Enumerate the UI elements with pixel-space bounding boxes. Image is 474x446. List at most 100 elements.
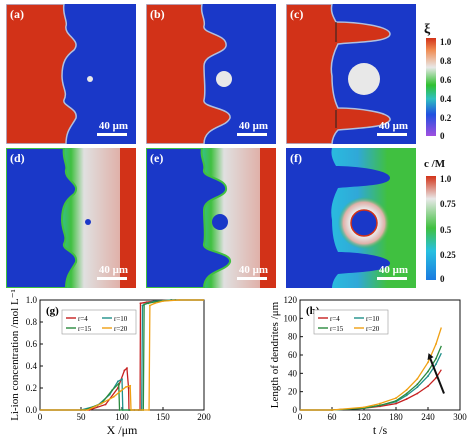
colorbar-c-tick: 0.75 (440, 199, 456, 209)
concentration-image-d (6, 148, 136, 288)
series-point (111, 389, 114, 392)
series-point (435, 357, 437, 360)
colorbar-c-tick: 1.0 (440, 174, 452, 184)
series-point (141, 304, 144, 307)
colorbar-xi-tick: 0.8 (440, 56, 452, 66)
x-tick-label: 50 (77, 412, 87, 422)
series-point (416, 386, 419, 388)
series-point (148, 304, 151, 307)
scale-bar-b (237, 133, 267, 136)
scale-bar-f (377, 277, 407, 280)
series-point (118, 409, 121, 411)
scale-bar-d (97, 277, 127, 280)
colorbar-c-title: c /M (424, 158, 446, 170)
series-point (405, 392, 408, 395)
series-point (435, 343, 437, 345)
series-point (405, 388, 408, 391)
legend-label: r=20 (114, 325, 128, 333)
colorbar-xi: ξ 1.0 0.8 0.6 0.4 0.2 0 (418, 4, 474, 144)
concentration-panel-d: (d) 40 μm (6, 148, 136, 288)
y-tick-label: 0.2 (26, 383, 37, 393)
scale-bar-label-c: 40 μm (378, 120, 408, 132)
x-tick-label: 200 (197, 412, 211, 422)
scale-bar-label-f: 40 μm (378, 264, 408, 276)
colorbar-xi-tick: 0.2 (440, 113, 452, 123)
x-axis-label: t /s (373, 423, 388, 437)
colorbar-xi-tick: 0 (440, 131, 445, 141)
trend-arrow-head (427, 353, 434, 361)
series-point (395, 397, 397, 399)
panel-label-a: (a) (10, 7, 24, 21)
x-tick-label: 0 (38, 412, 43, 422)
series-point (178, 299, 181, 301)
x-tick-label: 100 (115, 412, 129, 422)
legend-box (313, 309, 389, 335)
y-tick-label: 0.6 (26, 339, 38, 349)
panel-label-c: (c) (290, 7, 304, 21)
series-point (435, 377, 437, 379)
colorbar-xi-tick: 0.6 (440, 75, 452, 85)
y-tick-label: 40 (288, 368, 298, 378)
series-point (395, 402, 397, 405)
series-point (127, 387, 130, 389)
colorbar-c-tick: 0 (440, 274, 445, 284)
series-point (119, 390, 122, 393)
series-point (147, 302, 150, 305)
concentration-image-f (286, 148, 416, 288)
y-tick-label: 80 (288, 332, 298, 342)
legend-label: r=4 (78, 315, 88, 323)
series-point (126, 367, 128, 370)
scale-bar-label-a: 40 μm (98, 120, 128, 132)
phase-field-panel-c: (c) 40 μm (286, 4, 416, 144)
series-point (379, 402, 381, 405)
x-tick-label: 120 (357, 412, 371, 422)
colorbar-xi-tick: 0.4 (440, 94, 452, 104)
series-point (141, 409, 144, 411)
series-point (143, 303, 146, 306)
x-axis-label: X /μm (107, 423, 138, 437)
series-point (129, 384, 132, 387)
y-axis-label: Li-ion concentration /mol L⁻¹ (9, 289, 21, 421)
legend-label: r=4 (330, 315, 340, 323)
panel-label-b: (b) (150, 7, 165, 21)
series-point (139, 302, 142, 305)
trend-arrow (428, 356, 445, 394)
series-point (331, 409, 333, 411)
phase-field-panel-a: (a) 40 μm (6, 4, 136, 144)
series-point (162, 300, 164, 302)
colorbar-xi-title: ξ (424, 22, 431, 37)
legend-label: r=10 (366, 315, 380, 323)
concentration-image-e (146, 148, 276, 288)
panel-label: (g) (46, 305, 59, 317)
series-line (300, 327, 442, 411)
phase-field-image-b (146, 4, 276, 144)
y-tick-label: 120 (284, 295, 298, 305)
series-point (123, 369, 126, 372)
scale-bar-label-e: 40 μm (238, 264, 268, 276)
phase-field-image-a (6, 4, 136, 144)
phase-field-panel-b: (b) 40 μm (146, 4, 276, 144)
series-point (395, 399, 397, 402)
legend-box (61, 309, 137, 335)
series-point (125, 386, 127, 388)
series-point (435, 363, 437, 366)
series-point (405, 398, 408, 400)
series-point (121, 378, 123, 381)
series-point (427, 370, 429, 373)
series-point (104, 403, 107, 406)
y-tick-label: 60 (288, 350, 298, 360)
y-tick-label: 0 (293, 405, 298, 415)
y-tick-label: 100 (284, 313, 298, 323)
y-tick-label: 0.4 (26, 361, 38, 371)
y-tick-label: 1.0 (26, 295, 38, 305)
series-point (130, 409, 132, 411)
series-point (427, 361, 429, 364)
phase-field-image-c (286, 4, 416, 144)
scale-bar-e (237, 277, 267, 280)
y-tick-label: 20 (288, 387, 298, 397)
x-tick-label: 300 (453, 412, 467, 422)
series-point (416, 383, 419, 386)
concentration-panel-f: (f) 40 μm (286, 148, 416, 288)
